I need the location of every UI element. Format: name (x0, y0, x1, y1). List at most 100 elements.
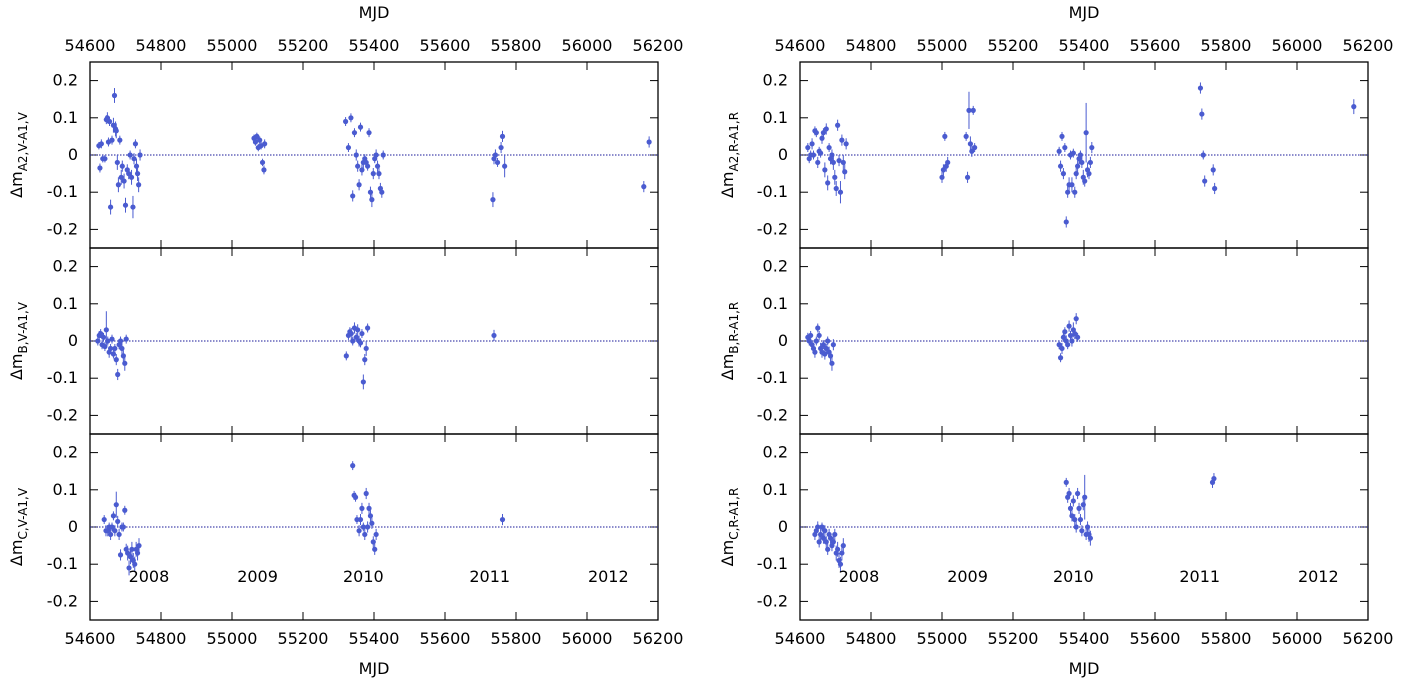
data-point (1075, 334, 1081, 340)
data-point (1062, 144, 1068, 151)
data-point (1067, 505, 1074, 511)
data-point (115, 182, 121, 188)
data-point (1072, 330, 1078, 337)
data-point (1087, 159, 1093, 166)
data-point (815, 524, 821, 530)
data-point (119, 345, 125, 352)
data-point (117, 338, 124, 344)
y-tick-label: 0.1 (53, 294, 78, 313)
panel-B,V-A1,V: 0.2 0.1 0 -0.1 -0.2 ΔmB,V-A1,V (7, 247, 659, 435)
y-tick-label: -0.2 (47, 405, 78, 424)
data-point (113, 357, 119, 363)
y-axis-label: ΔmC,V-A1,V (7, 487, 30, 566)
data-point (840, 159, 846, 166)
data-point (820, 130, 827, 136)
y-tick-label: -0.2 (757, 405, 788, 424)
data-point (830, 342, 836, 348)
x-tick-label-bottom: 55600 (1130, 629, 1181, 648)
data-point (357, 516, 364, 523)
data-point (370, 539, 376, 545)
data-point (132, 561, 138, 567)
data-point (115, 518, 121, 525)
data-point (111, 92, 118, 99)
data-point (127, 152, 133, 158)
data-point (126, 565, 132, 571)
y-tick-label: -0.1 (757, 368, 788, 387)
y-tick-label: -0.2 (757, 591, 788, 610)
data-point (832, 174, 838, 180)
panel-B,R-A1,R: 0.2 0.1 0 -0.1 -0.2 ΔmB,R-A1,R (718, 247, 1369, 435)
data-point (122, 360, 128, 366)
x-tick-label-top: 55000 (917, 36, 968, 55)
y-tick-label: 0 (778, 517, 788, 536)
data-point (830, 159, 836, 166)
data-point (822, 528, 828, 534)
data-point (1072, 516, 1078, 523)
data-point (259, 159, 266, 166)
x-tick-label-bottom: 55000 (917, 629, 968, 648)
y-tick-label: -0.2 (47, 591, 78, 610)
data-point (1079, 528, 1085, 534)
data-point (839, 137, 845, 143)
data-point (963, 133, 969, 139)
x-axis-title-bottom: MJD (359, 659, 390, 678)
data-point (840, 543, 846, 549)
data-point (356, 182, 362, 188)
x-tick-label-top: 56200 (1343, 36, 1394, 55)
x-tick-label-bottom: 56000 (562, 629, 613, 648)
data-point (379, 189, 385, 195)
data-point (823, 345, 829, 352)
data-point (106, 118, 113, 125)
data-point (360, 379, 366, 385)
data-point (826, 144, 832, 151)
data-point (123, 336, 129, 342)
panel-C,R-A1,R: 0.2 0.1 0 -0.1 -0.2 ΔmC,R-A1,R 2008 2009 2010 201… (718, 433, 1369, 621)
data-point (115, 371, 121, 378)
data-point (1197, 85, 1204, 91)
data-point (813, 130, 819, 136)
data-point (107, 204, 114, 210)
data-point (832, 531, 838, 538)
data-point (1082, 494, 1088, 500)
y-tick-label: 0.2 (53, 71, 78, 90)
data-point (376, 171, 382, 177)
data-point (822, 167, 828, 173)
data-point (829, 360, 835, 366)
year-label: 2008 (839, 567, 880, 586)
data-point (1063, 479, 1069, 485)
data-point (1073, 316, 1079, 322)
x-tick-label-bottom: 54800 (136, 629, 187, 648)
data-point (1073, 524, 1079, 530)
y-axis-label: ΔmA2,V-A1,V (7, 111, 30, 197)
data-point (345, 144, 352, 151)
data-point (118, 174, 124, 180)
data-point (353, 334, 359, 340)
data-point (1066, 490, 1072, 497)
data-point (1211, 476, 1217, 482)
data-point (499, 516, 506, 523)
data-point (343, 353, 349, 359)
data-point (355, 327, 361, 333)
y-tick-label: -0.2 (47, 219, 78, 238)
data-point (120, 524, 126, 530)
data-point (370, 171, 376, 177)
data-point (1079, 159, 1085, 166)
data-point (380, 152, 386, 158)
y-axis-label: ΔmC,R-A1,R (718, 488, 741, 567)
x-tick-label-top: 54600 (775, 36, 826, 55)
data-point (122, 202, 129, 208)
data-point (136, 543, 142, 549)
data-point (940, 167, 947, 173)
data-point (122, 507, 128, 513)
data-point (964, 174, 971, 180)
data-point (641, 184, 647, 190)
data-point (1059, 345, 1065, 352)
data-point (355, 163, 361, 169)
data-point (1200, 152, 1206, 158)
data-point (98, 330, 104, 337)
panel-A2,R-A1,R: 0.2 0.1 0 -0.1 -0.2 ΔmA2,R-A1,R (718, 61, 1369, 249)
y-tick-label: 0.2 (763, 257, 788, 276)
data-point (100, 334, 107, 340)
data-point (1351, 104, 1357, 110)
data-point (97, 165, 103, 171)
